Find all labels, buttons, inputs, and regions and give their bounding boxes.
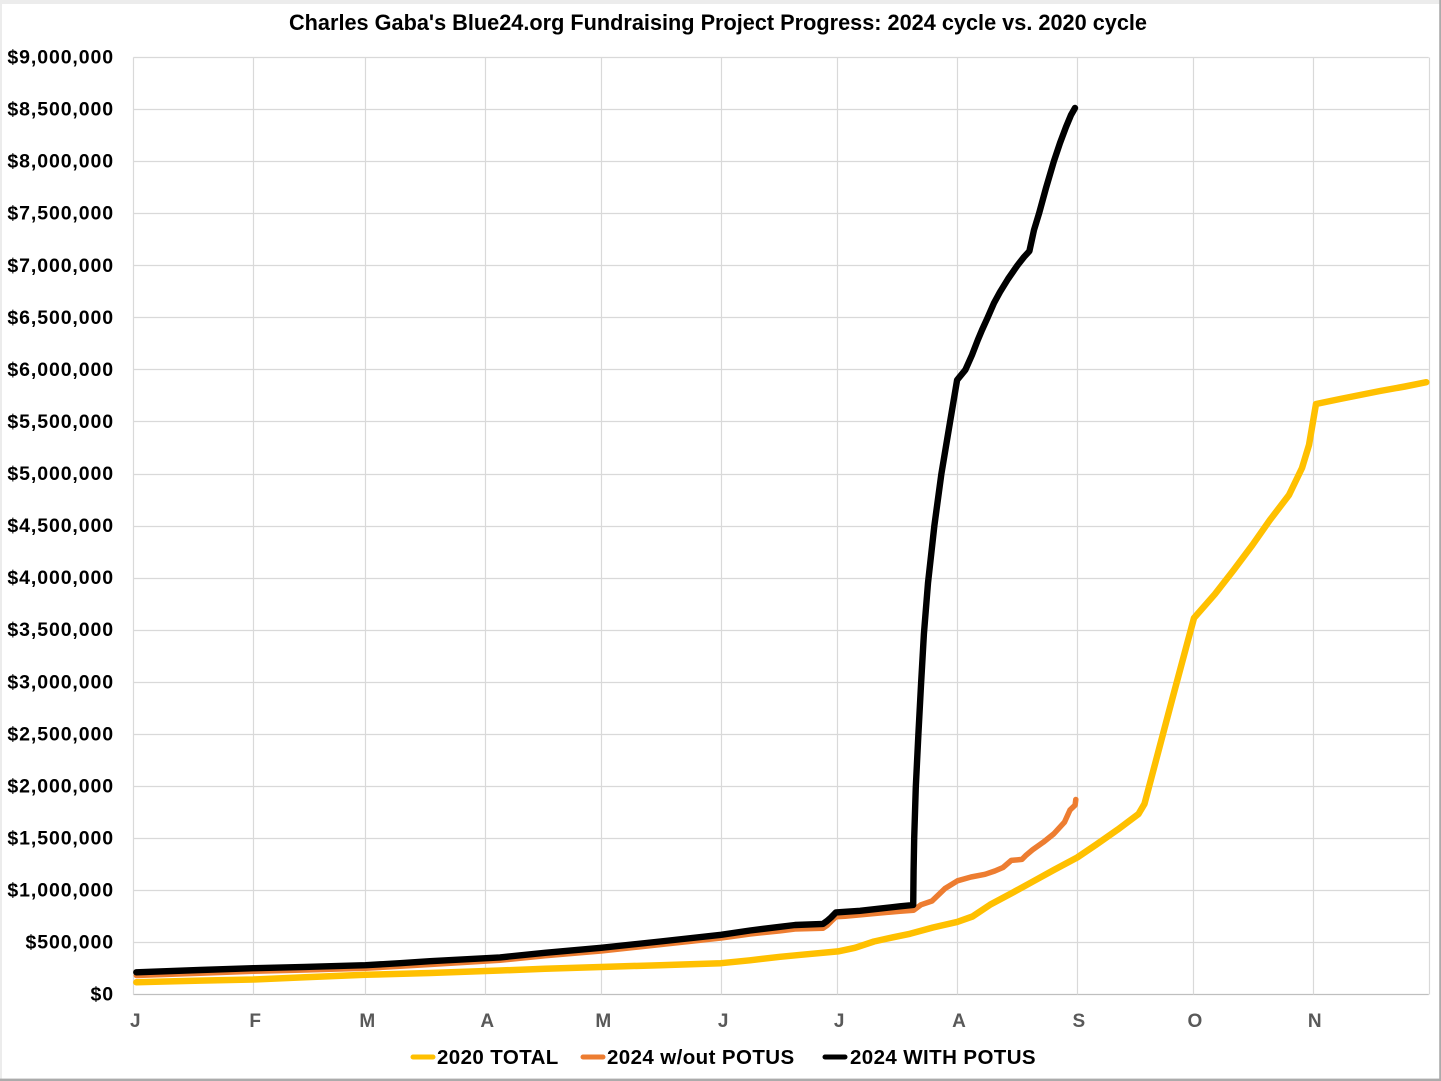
svg-text:$6,000,000: $6,000,000 <box>7 359 114 381</box>
svg-text:J: J <box>130 1011 141 1032</box>
svg-text:$7,500,000: $7,500,000 <box>7 203 114 225</box>
svg-text:$500,000: $500,000 <box>25 932 114 954</box>
svg-text:F: F <box>249 1011 261 1032</box>
svg-text:$5,500,000: $5,500,000 <box>7 411 114 433</box>
svg-text:$7,000,000: $7,000,000 <box>7 255 114 277</box>
svg-text:$3,500,000: $3,500,000 <box>7 619 114 641</box>
svg-text:J: J <box>834 1011 845 1032</box>
svg-text:$0: $0 <box>91 984 115 1006</box>
svg-text:$4,500,000: $4,500,000 <box>7 515 114 537</box>
svg-text:$9,000,000: $9,000,000 <box>7 46 114 68</box>
svg-text:A: A <box>480 1011 494 1032</box>
svg-text:$2,500,000: $2,500,000 <box>7 723 114 745</box>
svg-text:$4,000,000: $4,000,000 <box>7 567 114 589</box>
svg-text:$3,000,000: $3,000,000 <box>7 671 114 693</box>
svg-text:M: M <box>359 1011 375 1032</box>
svg-text:2020 TOTAL: 2020 TOTAL <box>437 1046 559 1069</box>
svg-text:M: M <box>595 1011 611 1032</box>
svg-text:J: J <box>718 1011 729 1032</box>
svg-text:$1,000,000: $1,000,000 <box>7 880 114 902</box>
svg-text:2024 WITH POTUS: 2024 WITH POTUS <box>850 1046 1036 1069</box>
svg-text:$1,500,000: $1,500,000 <box>7 827 114 849</box>
svg-text:A: A <box>952 1011 966 1032</box>
svg-text:Charles Gaba's Blue24.org Fund: Charles Gaba's Blue24.org Fundraising Pr… <box>289 10 1147 35</box>
svg-text:$8,500,000: $8,500,000 <box>7 99 114 121</box>
svg-text:$2,000,000: $2,000,000 <box>7 775 114 797</box>
svg-text:$8,000,000: $8,000,000 <box>7 151 114 173</box>
svg-text:S: S <box>1073 1011 1086 1032</box>
svg-text:$6,500,000: $6,500,000 <box>7 307 114 329</box>
svg-text:N: N <box>1308 1011 1322 1032</box>
svg-text:2024 w/out POTUS: 2024 w/out POTUS <box>607 1046 795 1069</box>
svg-text:O: O <box>1188 1011 1203 1032</box>
svg-text:$5,000,000: $5,000,000 <box>7 463 114 485</box>
